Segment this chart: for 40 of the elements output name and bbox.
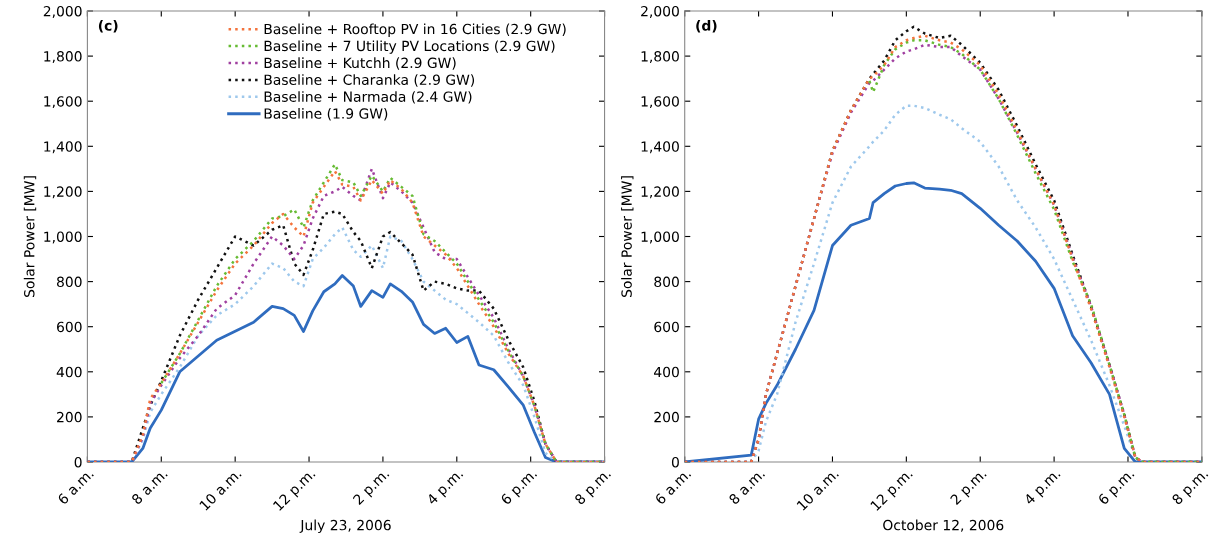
legend-label: Baseline + 7 Utility PV Locations (2.9 GW) — [264, 40, 555, 54]
y-tick-label: 600 — [57, 321, 82, 333]
y-tick-label: 1,800 — [44, 51, 82, 63]
y-tick-label: 600 — [654, 321, 679, 333]
y-axis-title: Solar Power [MW] — [621, 176, 634, 297]
y-tick-label: 2,000 — [43, 5, 82, 18]
x-tick-label: 8 a.m. — [130, 468, 168, 505]
y-tick-label: 800 — [56, 276, 82, 288]
y-tick-label: 1,000 — [44, 231, 82, 244]
legend-label: Baseline + Rooftop PV in 16 Cities (2.9 GW) — [264, 23, 566, 37]
y-tick-label: 200 — [654, 411, 679, 423]
y-tick-label: 1,200 — [641, 186, 679, 199]
legend-label: Baseline + Kutchh (2.9 GW) — [264, 57, 456, 70]
y-tick-label: 400 — [654, 366, 679, 378]
y-tick-label: 0 — [671, 456, 679, 468]
x-tick-label: 10 a.m. — [796, 468, 840, 511]
y-tick-label: 1,600 — [44, 96, 82, 109]
legend-label: Baseline + Narmada (2.4 GW) — [264, 91, 472, 104]
y-tick-label: 0 — [74, 456, 82, 468]
y-axis-title: Solar Power [MW] — [23, 176, 37, 297]
y-tick-label: 1,800 — [641, 51, 679, 63]
annotation: (d) — [696, 20, 717, 33]
legend-label: Baseline + Charanka (2.9 GW) — [264, 74, 475, 87]
x-axis-title: July 23, 2006 — [299, 519, 391, 534]
y-tick-label: 400 — [56, 366, 82, 378]
annotation: (c) — [98, 20, 118, 33]
y-tick-label: 1,200 — [44, 186, 82, 199]
y-tick-label: 1,400 — [44, 141, 82, 154]
x-tick-label: 6 a.m. — [654, 468, 692, 505]
y-tick-label: 1,000 — [641, 231, 679, 244]
y-tick-label: 1,600 — [641, 96, 679, 109]
y-tick-label: 800 — [654, 276, 679, 288]
x-axis-title: October 12, 2006 — [883, 519, 1004, 532]
y-tick-label: 2,000 — [641, 5, 679, 18]
legend-label: Baseline (1.9 GW) — [264, 108, 388, 121]
y-tick-label: 1,400 — [641, 141, 679, 154]
x-tick-label: 6 a.m. — [57, 468, 94, 505]
x-tick-label: 8 a.m. — [728, 468, 766, 505]
x-tick-label: 10 a.m. — [198, 468, 242, 511]
y-tick-label: 200 — [57, 411, 82, 423]
